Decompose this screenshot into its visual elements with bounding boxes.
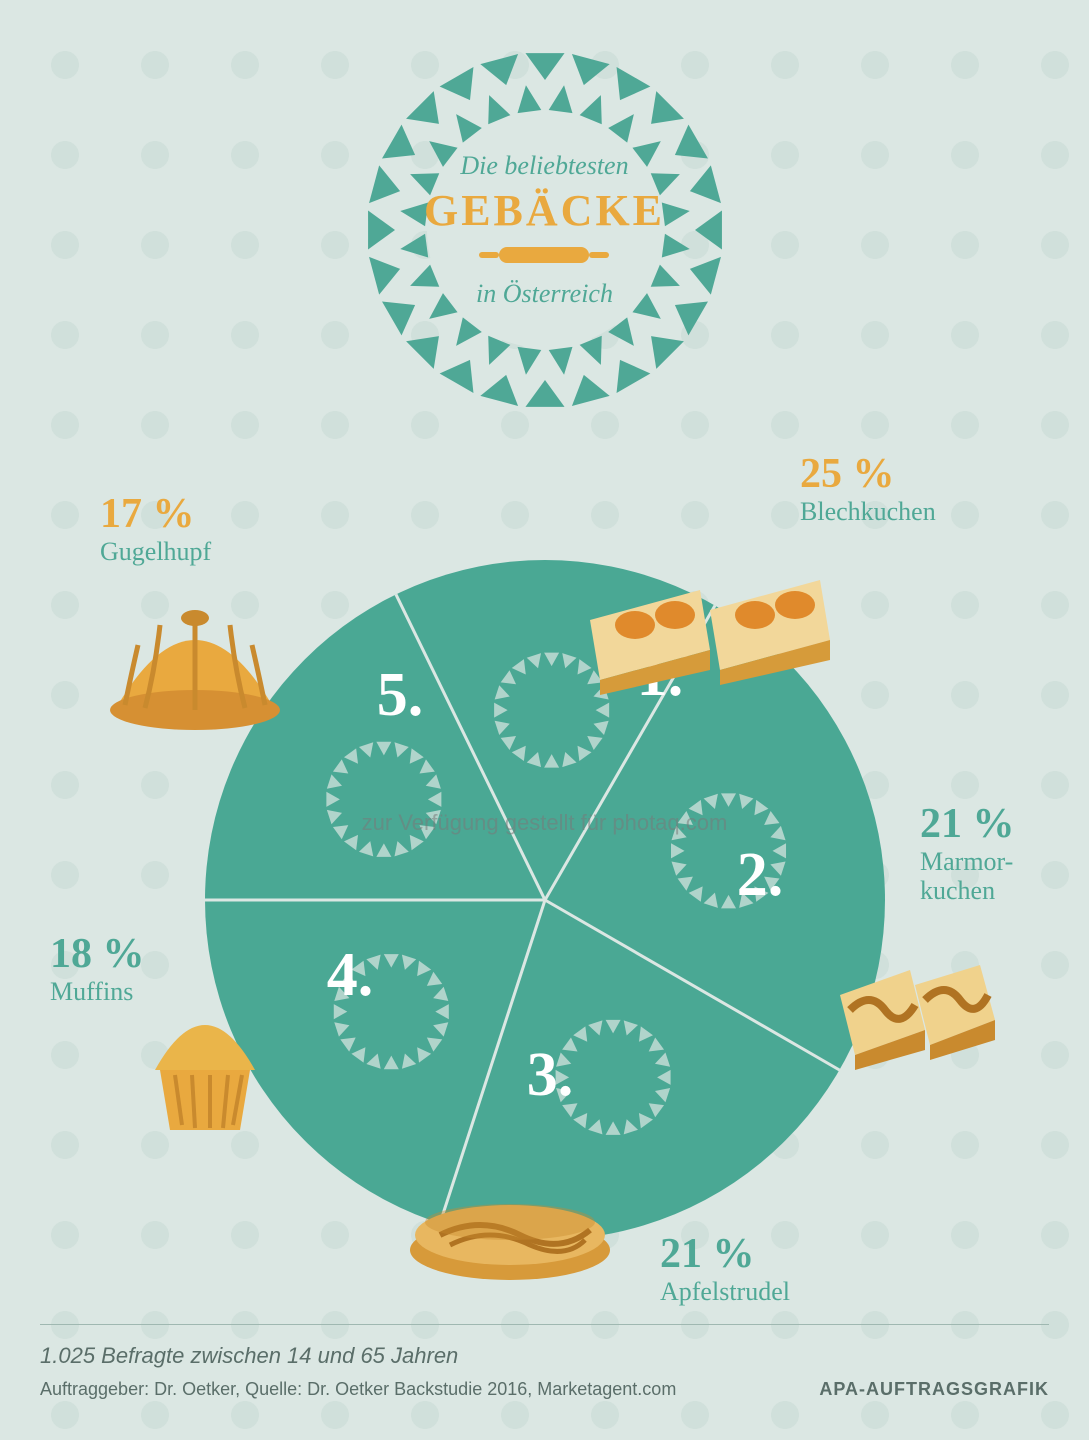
rank-number-5: 5. bbox=[360, 660, 440, 731]
rank-number-4: 4. bbox=[310, 940, 390, 1011]
slice-name: Apfelstrudel bbox=[660, 1278, 790, 1307]
slice-label-1: 25 %Blechkuchen bbox=[800, 450, 936, 527]
infographic-container: Die beliebtesten GEBÄCKE in Österreich 2… bbox=[0, 0, 1089, 1440]
slice-percent: 18 % bbox=[50, 930, 145, 978]
slice-label-3: 21 %Apfelstrudel bbox=[660, 1230, 790, 1307]
slice-name: Marmor-kuchen bbox=[920, 848, 1015, 905]
apfelstrudel-icon bbox=[400, 1180, 620, 1295]
slice-label-2: 21 %Marmor-kuchen bbox=[920, 800, 1015, 905]
watermark-text: zur Verfügung gestellt für photaq.com bbox=[362, 810, 728, 836]
slice-percent: 25 % bbox=[800, 450, 936, 498]
slice-percent: 21 % bbox=[920, 800, 1015, 848]
footer-brand: APA-AUFTRAGSGRAFIK bbox=[819, 1379, 1049, 1400]
slice-name: Gugelhupf bbox=[100, 538, 211, 567]
footer: 1.025 Befragte zwischen 14 und 65 Jahren… bbox=[40, 1324, 1049, 1400]
title-badge: Die beliebtesten GEBÄCKE in Österreich bbox=[365, 50, 725, 410]
footer-line-1: 1.025 Befragte zwischen 14 und 65 Jahren bbox=[40, 1343, 1049, 1369]
rolling-pin-icon bbox=[479, 244, 609, 266]
rank-number-3: 3. bbox=[510, 1040, 590, 1111]
title-line-3: in Österreich bbox=[424, 279, 665, 309]
slice-percent: 17 % bbox=[100, 490, 211, 538]
title-line-2: GEBÄCKE bbox=[424, 185, 665, 236]
title-line-1: Die beliebtesten bbox=[424, 151, 665, 181]
slice-name: Blechkuchen bbox=[800, 498, 936, 527]
blechkuchen-icon bbox=[580, 560, 840, 705]
slice-label-5: 17 %Gugelhupf bbox=[100, 490, 211, 567]
gugelhupf-icon bbox=[100, 590, 290, 745]
marmorkuchen-icon bbox=[830, 950, 1000, 1085]
rank-number-2: 2. bbox=[720, 840, 800, 911]
muffin-icon bbox=[130, 990, 280, 1145]
slice-percent: 21 % bbox=[660, 1230, 790, 1278]
